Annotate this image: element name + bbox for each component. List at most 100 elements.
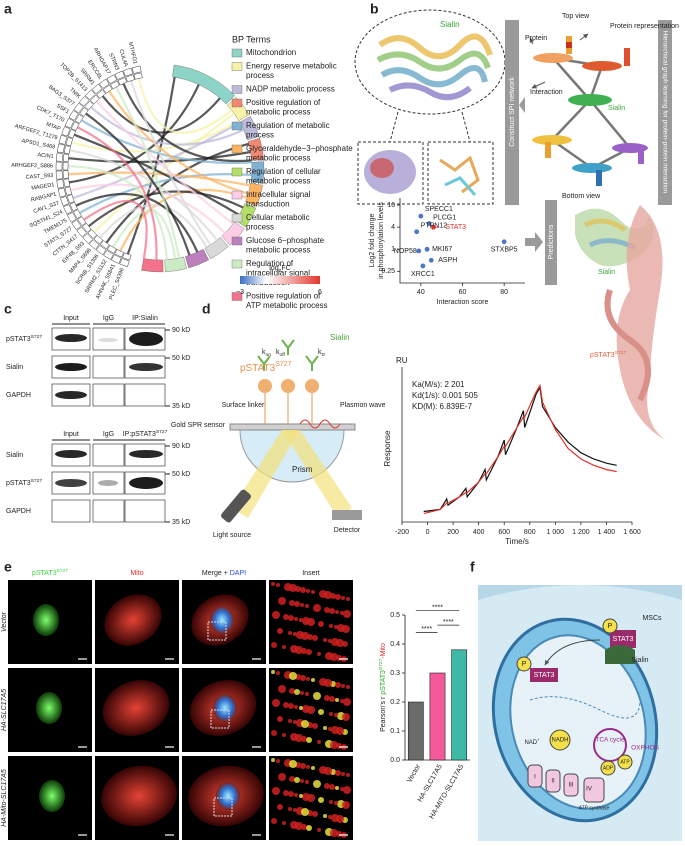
panel-label: d: [202, 301, 211, 317]
legend-label: Regulation of metabolic process: [246, 121, 330, 140]
gene-arc: [96, 89, 106, 99]
x-tick-label: 1 600: [623, 529, 641, 536]
puncta: [300, 675, 306, 681]
fit-annotation: Ka(M/s): 2 201: [412, 380, 465, 389]
connector: [461, 111, 471, 143]
graph-label: Bottom view: [562, 193, 601, 200]
y-axis-label: Log2 fold change in phosphorylation level…: [369, 202, 385, 279]
cell-signal: [33, 604, 59, 636]
ribbon: [126, 76, 176, 255]
blot-strip: [124, 499, 166, 523]
gene-label: CUL4A: [117, 49, 128, 68]
gene-arc: [79, 107, 89, 117]
ribbon: [79, 173, 252, 214]
gene-arc: [77, 216, 87, 227]
step-arrow: [525, 232, 543, 252]
puncta: [313, 604, 321, 612]
cell-signal: [102, 680, 170, 736]
puncta: [329, 624, 333, 628]
size-marker: 50 kD: [172, 355, 190, 362]
chord-diagram: PLEC_S4396AHNAK_S5841SRRM2_S1132SCRIB_S1…: [11, 42, 265, 301]
ribbon: [93, 112, 235, 234]
puncta: [335, 594, 341, 600]
diagram-label: ADP: [603, 765, 614, 771]
gene-arc: [90, 94, 100, 105]
label: pSTAT3S727: [240, 361, 292, 373]
puncta: [283, 702, 289, 708]
puncta: [335, 786, 339, 790]
blot-strip: [92, 355, 125, 379]
label-part: IP:pSTAT3: [123, 431, 156, 438]
puncta: [306, 589, 310, 593]
label: pSTAT3S727: [590, 350, 626, 359]
legend-label: Glucose 6−phosphate metabolic process: [246, 236, 325, 255]
puncta: [277, 628, 283, 634]
step-box: [658, 20, 672, 205]
label-part: pSTAT3: [240, 363, 276, 374]
gene-arc: [66, 194, 75, 204]
label: IP:pSTAT3S727: [123, 429, 168, 438]
label: kon: [262, 349, 271, 358]
blot-strip: [92, 499, 125, 523]
size-marker: 90 kD: [172, 327, 190, 334]
puncta: [305, 780, 309, 784]
gene-arc: [114, 70, 125, 81]
gene-label: ACIN1: [37, 152, 54, 160]
x-tick-label: 600: [498, 529, 510, 536]
label: Pearson's r pSTAT3S727-Mito: [378, 643, 387, 732]
label-part: D: [322, 352, 326, 358]
y-tick-label: 4: [391, 224, 395, 231]
label-part: NAD: [524, 740, 537, 746]
graph-label: Sialin: [608, 105, 625, 112]
gene-arc: [55, 170, 63, 180]
puncta: [329, 712, 333, 716]
puncta: [343, 698, 351, 706]
puncta: [342, 625, 350, 633]
sensorgram: RU Response Time/s -200 0 200 400 600 800 1 000 1 …: [383, 356, 641, 546]
puncta: [289, 672, 297, 680]
puncta: [336, 815, 344, 823]
point-label: STXBP5: [491, 247, 518, 254]
y-tick-label: 0.2: [390, 699, 400, 706]
point: [414, 229, 420, 235]
ribbon: [73, 133, 240, 216]
point-label: STAT3: [445, 224, 466, 231]
gene-label: CAST_S93: [26, 173, 54, 181]
term-arc: [141, 258, 164, 273]
puncta: [272, 611, 280, 619]
puncta: [343, 786, 351, 794]
puncta: [288, 631, 292, 635]
puncta: [340, 699, 344, 703]
schematic-label: Surface linker: [222, 402, 265, 409]
puncta: [323, 726, 327, 730]
gene-label: MTHFD1: [127, 42, 138, 65]
legend-swatch: [231, 144, 243, 154]
gene-arc: [85, 89, 96, 101]
puncta: [341, 772, 345, 776]
puncta: [271, 730, 277, 736]
puncta: [288, 615, 294, 621]
complex-structure: [575, 205, 665, 440]
puncta: [306, 677, 310, 681]
ribbon: [80, 119, 252, 165]
label: pSTAT3S727: [32, 568, 68, 577]
step-label: Predictions: [548, 224, 555, 259]
puncta: [294, 689, 300, 695]
point: [418, 213, 424, 219]
x-tick-label: -200: [395, 529, 409, 536]
x-tick-label: 0: [426, 529, 430, 536]
puncta: [294, 705, 298, 709]
diagram-label: ATP: [620, 759, 630, 765]
blot-strip: [51, 499, 91, 523]
diagram-label: III: [568, 783, 573, 789]
panel-label: c: [4, 301, 12, 317]
panel-label: b: [370, 1, 379, 17]
protein-name: pSTAT3S727: [590, 350, 626, 359]
label-part: S727: [378, 658, 384, 670]
legend-label: Cellular metabolic process: [246, 213, 310, 232]
puncta: [318, 709, 324, 715]
y-tick-label: 1: [391, 246, 395, 253]
puncta: [289, 584, 297, 592]
puncta: [301, 720, 309, 728]
